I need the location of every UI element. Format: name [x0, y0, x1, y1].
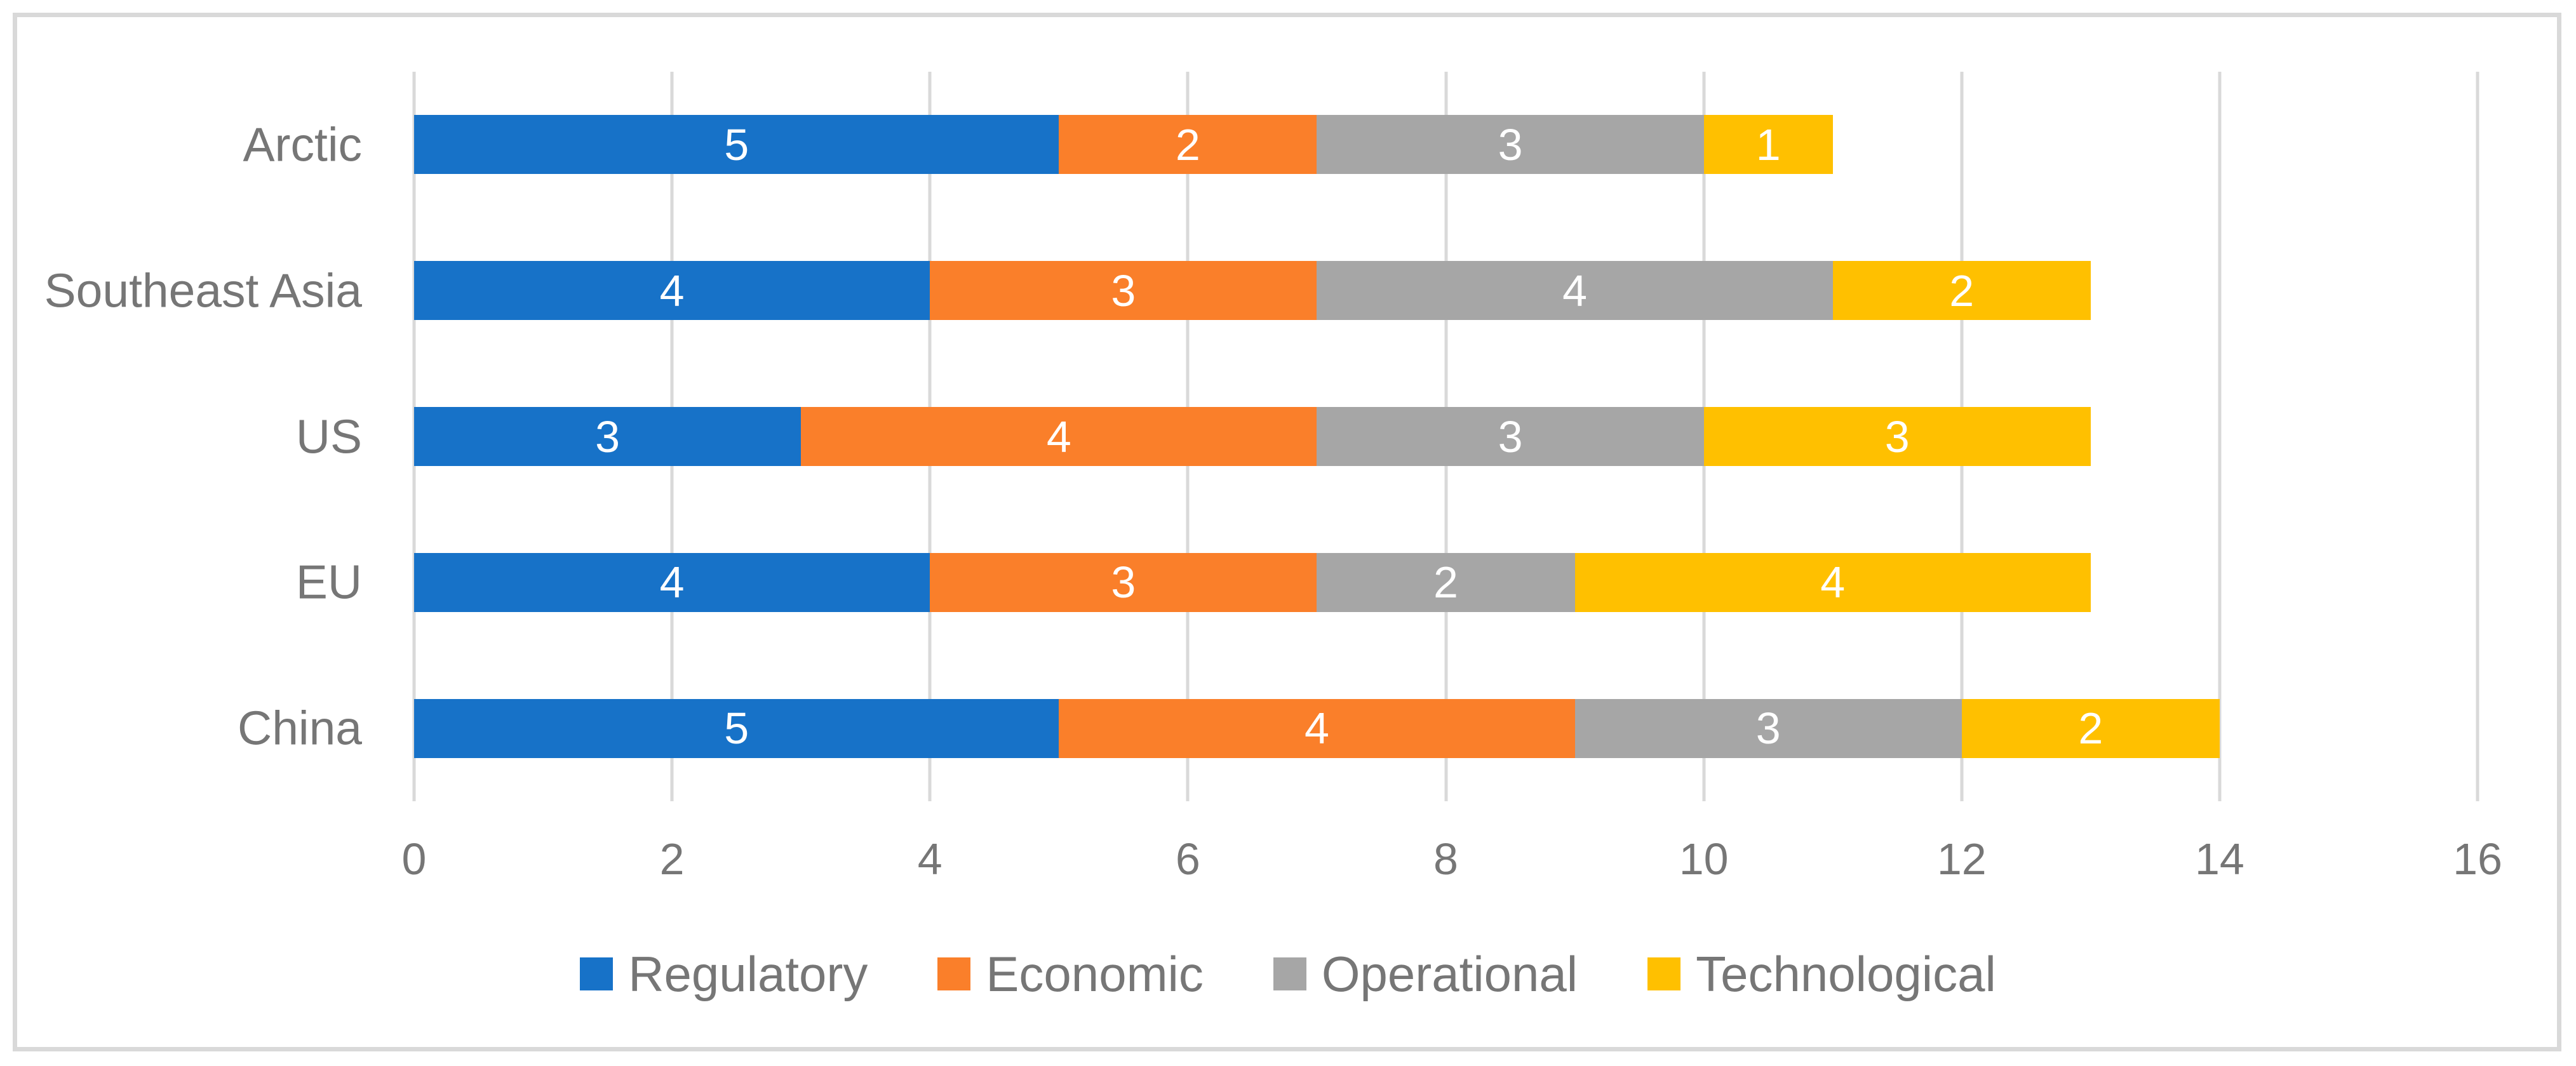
legend-marker-operational: [1273, 957, 1306, 990]
bar-segment-operational: 3: [1317, 407, 1704, 466]
legend-label: Economic: [986, 946, 1204, 1002]
legend-marker-technological: [1647, 957, 1681, 990]
bar-segment-regulatory: 4: [414, 261, 930, 321]
x-tick-label: 16: [2453, 834, 2502, 884]
bar-value-label: 2: [1949, 265, 1975, 316]
bar-segment-operational: 4: [1317, 261, 1833, 321]
legend-label: Operational: [1321, 946, 1578, 1002]
x-tick-label: 4: [917, 834, 943, 884]
x-tick-label: 8: [1433, 834, 1458, 884]
bar-segment-technological: 2: [1832, 261, 2091, 321]
category-label-us: US: [295, 410, 362, 463]
bar-value-label: 5: [724, 703, 749, 754]
category-label-arctic: Arctic: [243, 117, 363, 171]
legend: Regulatory Economic Operational Technologic…: [0, 949, 2576, 999]
x-tick-label: 0: [401, 834, 427, 884]
legend-marker-regulatory: [580, 957, 614, 990]
x-tick-label: 12: [1936, 834, 1987, 884]
bar-value-label: 4: [659, 265, 685, 316]
legend-item-economic: Economic: [937, 946, 1204, 1002]
bar-segment-regulatory: 5: [414, 698, 1059, 758]
bar-value-label: 4: [659, 557, 685, 608]
category-label-china: China: [238, 701, 362, 755]
bar-value-label: 2: [1175, 119, 1200, 170]
bar-row-china: 5 4 3 2: [414, 698, 2220, 758]
bar-segment-operational: 2: [1317, 552, 1575, 612]
bar-row-arctic: 5 2 3 1: [414, 115, 1833, 175]
bar-value-label: 1: [1755, 119, 1781, 170]
bar-value-label: 3: [595, 411, 621, 462]
bar-segment-operational: 3: [1574, 698, 1962, 758]
legend-label: Technological: [1696, 946, 1996, 1002]
bar-value-label: 4: [1046, 411, 1071, 462]
bar-segment-operational: 3: [1317, 115, 1704, 175]
bar-row-eu: 4 3 2 4: [414, 552, 2091, 612]
bar-segment-regulatory: 3: [414, 407, 802, 466]
bar-segment-technological: 2: [1961, 698, 2220, 758]
bar-value-label: 3: [1884, 411, 1910, 462]
x-tick-label: 14: [2194, 834, 2244, 884]
bar-value-label: 3: [1755, 703, 1781, 754]
legend-item-regulatory: Regulatory: [580, 949, 868, 999]
bar-segment-regulatory: 5: [414, 115, 1059, 175]
bar-segment-technological: 3: [1703, 407, 2091, 466]
category-label-eu: EU: [295, 555, 362, 609]
bar-value-label: 3: [1111, 265, 1136, 316]
bar-segment-economic: 3: [930, 261, 1317, 321]
bar-row-southeast-asia: 4 3 4 2: [414, 261, 2091, 321]
x-tick-label: 10: [1679, 834, 1729, 884]
legend-item-technological: Technological: [1647, 949, 1996, 999]
legend-label: Regulatory: [628, 946, 868, 1002]
bar-row-us: 3 4 3 3: [414, 407, 2091, 466]
chart-frame: [13, 13, 2561, 1051]
bar-segment-economic: 3: [930, 552, 1317, 612]
bar-segment-technological: 4: [1574, 552, 2091, 612]
gridline: [2218, 72, 2222, 801]
legend-item-operational: Operational: [1273, 949, 1578, 999]
gridline: [2476, 72, 2479, 801]
bar-value-label: 2: [2078, 703, 2103, 754]
x-tick-label: 2: [659, 834, 685, 884]
bar-value-label: 4: [1820, 557, 1846, 608]
bar-segment-regulatory: 4: [414, 552, 930, 612]
bar-value-label: 4: [1304, 703, 1329, 754]
category-label-southeast-asia: Southeast Asia: [44, 263, 362, 317]
bar-value-label: 4: [1562, 265, 1588, 316]
bar-value-label: 5: [724, 119, 749, 170]
bar-value-label: 2: [1433, 557, 1458, 608]
bar-segment-economic: 2: [1059, 115, 1317, 175]
bar-value-label: 3: [1498, 119, 1523, 170]
bar-segment-economic: 4: [801, 407, 1317, 466]
bar-value-label: 3: [1498, 411, 1523, 462]
x-tick-label: 6: [1175, 834, 1200, 884]
bar-segment-technological: 1: [1703, 115, 1833, 175]
bar-segment-economic: 4: [1059, 698, 1575, 758]
legend-marker-economic: [937, 957, 971, 990]
bar-value-label: 3: [1111, 557, 1136, 608]
